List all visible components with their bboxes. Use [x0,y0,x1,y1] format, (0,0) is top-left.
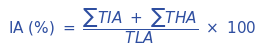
Text: $\mathrm{IA\ (\%)}\ =\ \dfrac{\mathit{\sum TIA\ +\ \sum THA}}{\mathit{TLA}}\ \ti: $\mathrm{IA\ (\%)}\ =\ \dfrac{\mathit{\s… [8,6,257,45]
